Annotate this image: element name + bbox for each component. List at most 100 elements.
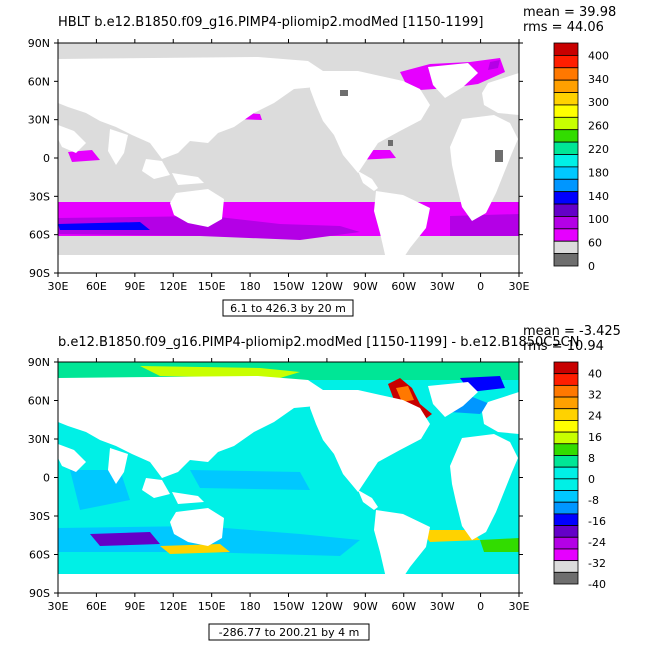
colorbar-swatch (553, 420, 579, 433)
lon-tick-label: 60W (391, 600, 416, 613)
lat-tick-label: 30N (28, 433, 50, 446)
panel-2-title: b.e12.B1850.f09_g16.PIMP4-pliomip2.modMe… (58, 335, 579, 350)
panel-1-colorbar: 400 340 300 260 220 180 140 100 60 0 (553, 42, 609, 273)
lon-tick-label: 90W (353, 600, 378, 613)
colorbar-swatch (553, 54, 579, 69)
lat-tick-label: 0 (43, 152, 50, 165)
colorbar-swatch (553, 253, 579, 267)
colorbar-swatch (553, 525, 579, 538)
lat-tick-label: 90S (29, 587, 50, 600)
colorbar-label: 340 (588, 73, 609, 86)
colorbar-label: 24 (588, 410, 602, 423)
lon-tick-label: 0 (477, 600, 484, 613)
colorbar-label: 60 (588, 237, 602, 250)
colorbar-swatch (553, 478, 579, 491)
lat-tick-label: 60N (28, 395, 50, 408)
panel-2-map (58, 362, 519, 593)
colorbar-label: 220 (588, 143, 609, 156)
colorbar-swatch (553, 466, 579, 480)
panel-1-rms: rms = 44.06 (523, 20, 604, 35)
lat-tick-label: 60S (29, 229, 50, 242)
colorbar-label: -40 (588, 578, 606, 591)
colorbar-label: -8 (588, 494, 599, 507)
colorbar-swatch (553, 116, 579, 131)
lat-tick-label: 90N (28, 356, 50, 369)
colorbar-swatch (553, 79, 579, 93)
colorbar-swatch (553, 104, 579, 118)
lon-tick-label: 90W (353, 280, 378, 293)
panel-2-colorbar: 40 32 24 16 8 0 -8 -16 -24 -32 -40 (553, 361, 606, 591)
lon-tick-label: 120W (311, 280, 343, 293)
panel-1-map (58, 43, 519, 273)
colorbar-label: -16 (588, 515, 606, 528)
lat-tick-label: 30N (28, 114, 50, 127)
lat-tick-label: 90N (28, 37, 50, 50)
colorbar-label: -24 (588, 536, 606, 549)
colorbar-swatch (553, 92, 579, 106)
colorbar-swatch (553, 571, 579, 585)
lon-tick-label: 150W (273, 280, 305, 293)
panel-2-range-label: -286.77 to 200.21 by 4 m (219, 626, 360, 639)
panel-2-range-box (208, 623, 370, 641)
colorbar-swatch (553, 536, 579, 550)
colorbar-label: 100 (588, 213, 609, 226)
lon-tick-label: 90E (124, 600, 145, 613)
lon-tick-label: 30E (48, 600, 69, 613)
colorbar-label: 0 (588, 473, 595, 486)
panel-1: HBLT b.e12.B1850.f09_g16.PIMP4-pliomip2.… (28, 5, 616, 317)
lon-tick-label: 60E (86, 600, 107, 613)
colorbar-swatch (553, 396, 579, 410)
panel-2-mean: mean = -3.425 (523, 324, 621, 339)
panel-2: b.e12.B1850.f09_g16.PIMP4-pliomip2.modMe… (28, 324, 621, 641)
colorbar-swatch (553, 240, 579, 255)
colorbar-swatch (553, 443, 579, 456)
lon-tick-label: 120E (159, 280, 187, 293)
lon-tick-label: 30E (48, 280, 69, 293)
colorbar-label: 400 (588, 49, 609, 62)
lon-tick-label: 120W (311, 600, 343, 613)
lon-tick-label: 150E (198, 280, 226, 293)
lon-tick-label: 150W (273, 600, 305, 613)
colorbar-swatch (553, 501, 579, 515)
lon-tick-label: 30E (509, 280, 530, 293)
colorbar-swatch (553, 129, 579, 143)
colorbar-label: 40 (588, 368, 602, 381)
colorbar-swatch (553, 166, 579, 180)
lat-tick-label: 0 (43, 472, 50, 485)
colorbar-swatch (553, 431, 579, 445)
colorbar-swatch (553, 373, 579, 386)
colorbar-swatch (553, 408, 579, 421)
colorbar-swatch (553, 191, 579, 205)
colorbar-swatch (553, 560, 579, 573)
colorbar-swatch (553, 490, 579, 503)
colorbar-swatch (553, 203, 579, 217)
panel-1-range-box (222, 299, 354, 317)
colorbar-label: -32 (588, 557, 606, 570)
panel-2-rms: rms = 10.94 (523, 339, 604, 354)
lon-tick-label: 120E (159, 600, 187, 613)
colorbar-swatch (553, 216, 579, 230)
lat-tick-label: 30S (29, 190, 50, 203)
panel-1-title: HBLT b.e12.B1850.f09_g16.PIMP4-pliomip2.… (58, 15, 483, 30)
colorbar-swatch (553, 141, 579, 155)
lon-tick-label: 30E (509, 600, 530, 613)
colorbar-label: 260 (588, 120, 609, 133)
lon-tick-label: 60E (86, 280, 107, 293)
lat-tick-label: 90S (29, 267, 50, 280)
lon-tick-label: 30W (430, 280, 455, 293)
lon-tick-label: 90E (124, 280, 145, 293)
colorbar-swatch (553, 154, 579, 168)
lon-tick-label: 180 (240, 280, 261, 293)
colorbar-swatch (553, 67, 579, 81)
colorbar-label: 32 (588, 389, 602, 402)
colorbar-label: 16 (588, 431, 602, 444)
lat-tick-label: 30S (29, 510, 50, 523)
colorbar-swatch (553, 228, 579, 242)
lat-tick-label: 60S (29, 549, 50, 562)
lon-tick-label: 150E (198, 600, 226, 613)
colorbar-swatch (553, 513, 579, 526)
colorbar-swatch (553, 548, 579, 562)
